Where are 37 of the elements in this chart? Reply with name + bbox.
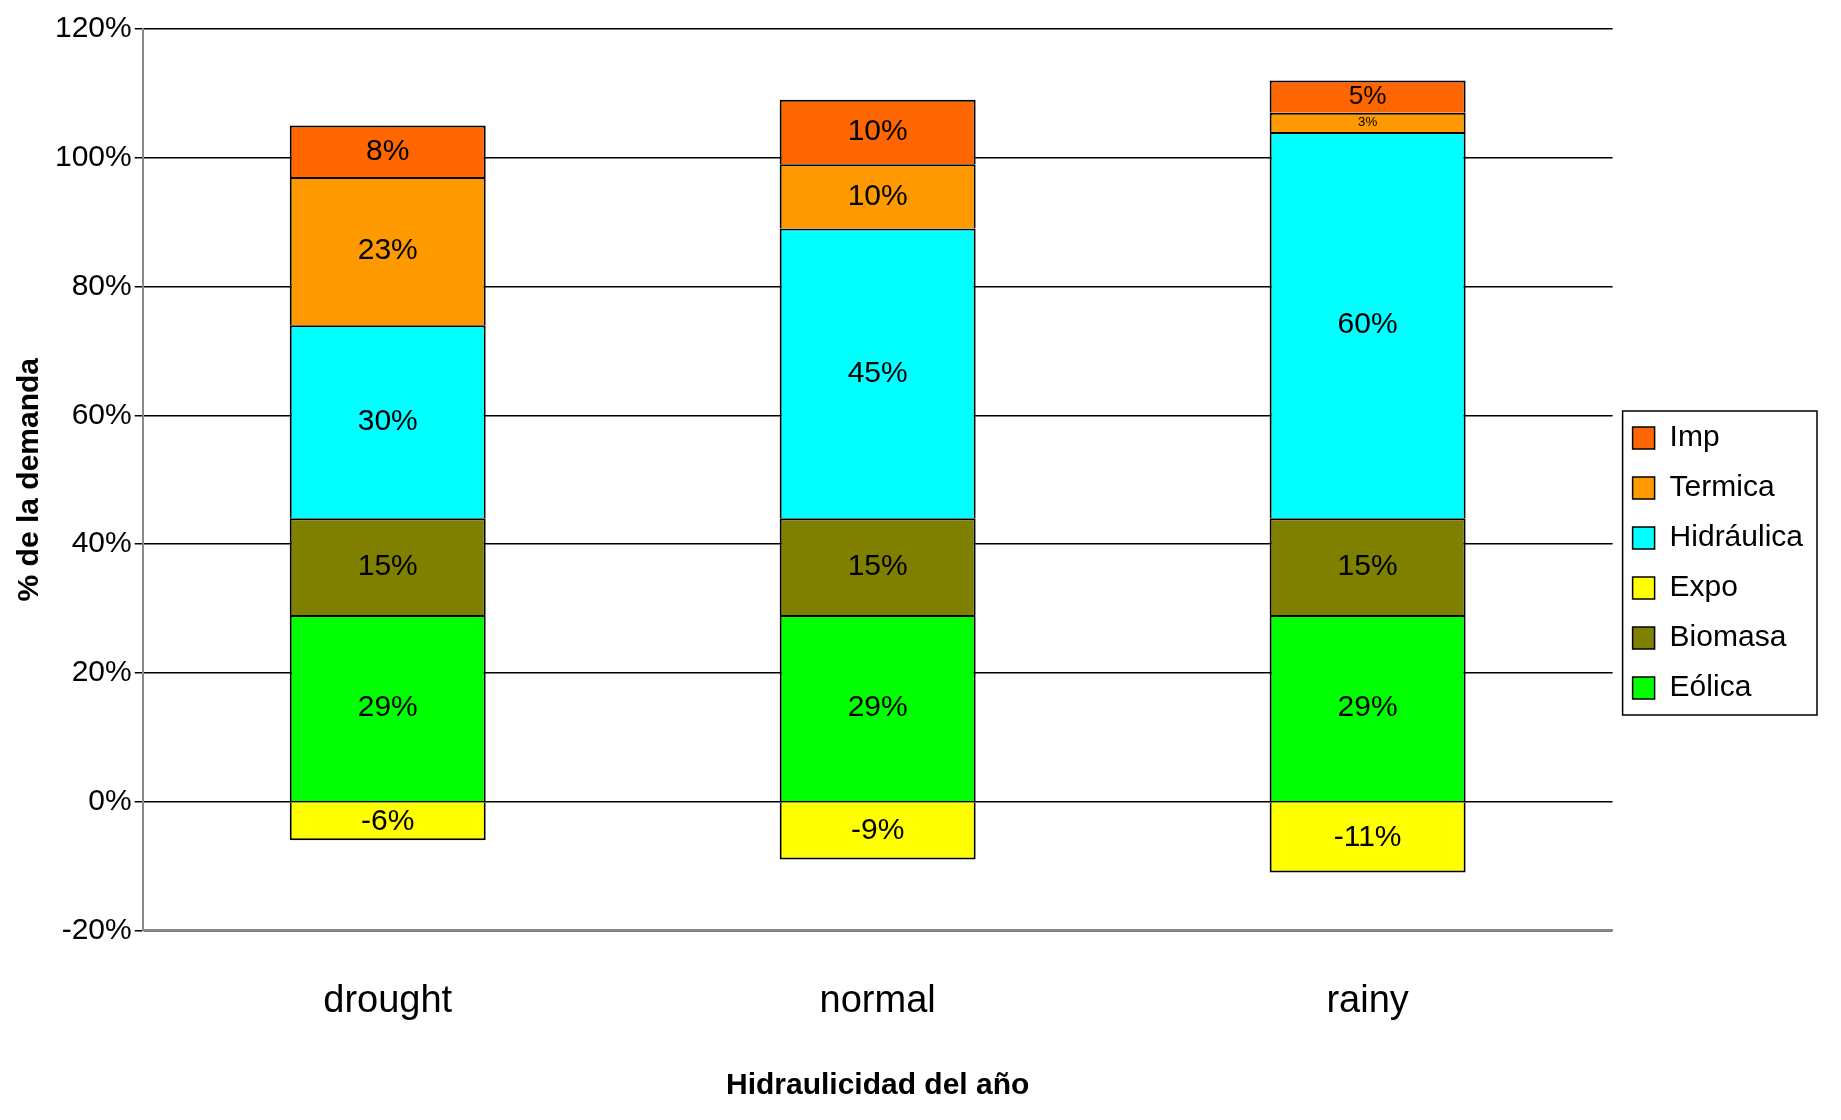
data-label: 10% — [847, 177, 908, 211]
data-label: 60% — [1337, 306, 1398, 340]
data-label: 29% — [357, 689, 418, 723]
data-label: 29% — [847, 689, 908, 723]
y-axis-title: % de la demanda — [11, 357, 45, 602]
data-label: -11% — [1333, 818, 1402, 852]
data-label: 10% — [847, 113, 908, 147]
legend-label: Eólica — [1669, 669, 1752, 703]
y-tick-label: -20% — [61, 911, 132, 945]
y-tick-label: 100% — [54, 139, 132, 173]
legend-label: Biomasa — [1669, 619, 1787, 653]
data-label: -9% — [850, 812, 905, 846]
data-label: 15% — [847, 547, 908, 581]
legend-label: Termica — [1669, 469, 1775, 503]
y-tick-label: 120% — [54, 10, 132, 44]
legend-label: Hidráulica — [1669, 519, 1804, 553]
data-label: 8% — [366, 132, 410, 166]
x-tick-label: normal — [819, 977, 936, 1020]
data-label: -6% — [361, 802, 415, 836]
data-label: 30% — [357, 403, 418, 437]
data-label: 15% — [357, 547, 418, 581]
x-axis-title: Hidraulicidad del año — [725, 1067, 1030, 1101]
data-label: 45% — [847, 354, 908, 388]
data-label: 29% — [1337, 689, 1398, 723]
y-tick-label: 0% — [88, 782, 132, 816]
x-tick-label: drought — [323, 977, 453, 1020]
data-label: 5% — [1348, 79, 1387, 110]
legend-label: Imp — [1669, 419, 1720, 453]
legend-label: Expo — [1669, 569, 1738, 603]
data-label: 3% — [1358, 114, 1378, 130]
y-tick-label: 20% — [71, 654, 132, 688]
data-label: 23% — [357, 232, 418, 266]
x-tick-label: rainy — [1326, 977, 1409, 1020]
y-tick-label: 80% — [71, 267, 132, 301]
data-label: 15% — [1337, 547, 1398, 581]
y-tick-label: 40% — [71, 525, 132, 559]
y-tick-label: 60% — [71, 396, 132, 430]
